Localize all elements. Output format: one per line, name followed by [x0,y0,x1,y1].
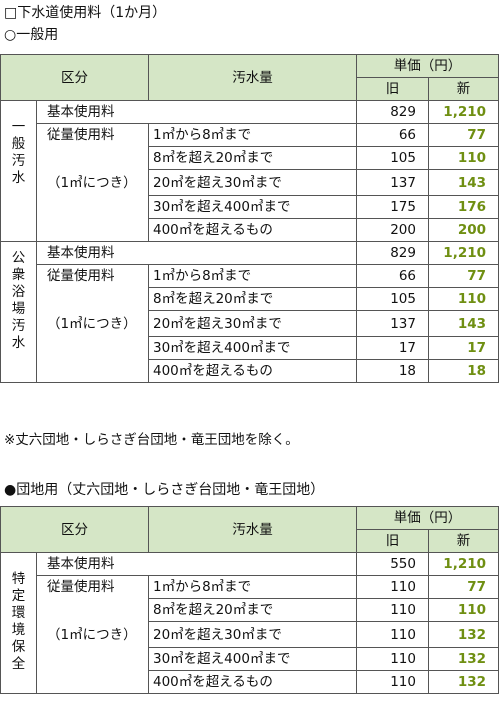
section2-heading: ●団地用（丈六団地・しらさぎ台団地・竜王団地） [4,482,325,498]
new-rate: 143 [428,169,499,196]
new-rate: 110 [428,287,499,311]
volume-range: 30㎥を超え400㎥まで [148,647,357,671]
metered-fee-label: 従量使用料 [36,264,149,288]
new-rate: 77 [428,123,499,147]
old-rate: 110 [356,670,429,694]
new-rate: 132 [428,670,499,694]
header-new: 新 [428,77,499,101]
new-rate: 132 [428,621,499,648]
new-rate: 110 [428,598,499,622]
new-rate: 176 [428,195,499,219]
old-rate: 137 [356,310,429,337]
volume-range: 20㎥を超え30㎥まで [148,169,357,196]
volume-range: 400㎥を超えるもの [148,670,357,694]
per-cubic-meter-label: （1㎥につき） [36,621,149,648]
volume-range: 20㎥を超え30㎥まで [148,621,357,648]
page-title: □下水道使用料（1か月） [4,5,167,21]
old-rate: 105 [356,287,429,311]
volume-range: 8㎥を超え20㎥まで [148,287,357,311]
new-rate: 200 [428,218,499,242]
new-rate: 18 [428,359,499,383]
old-rate: 175 [356,195,429,219]
volume-range: 1㎥から8㎥まで [148,575,357,599]
new-rate: 143 [428,310,499,337]
volume-range: 8㎥を超え20㎥まで [148,598,357,622]
basic-fee-label: 基本使用料 [36,241,357,265]
new-rate: 77 [428,575,499,599]
header-tanka: 単価（円） [356,54,499,78]
header-kubun: 区分 [0,54,149,101]
header-tanka: 単価（円） [356,506,499,530]
volume-range: 8㎥を超え20㎥まで [148,146,357,170]
per-cubic-meter-label: （1㎥につき） [36,169,149,196]
new-rate: 77 [428,264,499,288]
basic-fee-old: 829 [356,100,429,124]
basic-fee-label: 基本使用料 [36,552,357,576]
header-new: 新 [428,529,499,553]
old-rate: 110 [356,598,429,622]
basic-fee-old: 829 [356,241,429,265]
old-rate: 105 [356,146,429,170]
header-old: 旧 [356,529,429,553]
volume-range: 30㎥を超え400㎥まで [148,336,357,360]
housing-complex-rate-table: 区分 汚水量 単価（円） 旧 新 特定環境保全 基本使用料 550 1,210 … [0,506,499,694]
new-rate: 17 [428,336,499,360]
basic-fee-new: 1,210 [428,241,499,265]
volume-range: 1㎥から8㎥まで [148,264,357,288]
category-public-bath-sewage: 公衆浴場汚水 [0,241,37,383]
per-cubic-meter-label: （1㎥につき） [36,310,149,337]
old-rate: 18 [356,359,429,383]
header-osuiryo: 汚水量 [148,54,357,101]
old-rate: 66 [356,264,429,288]
old-rate: 66 [356,123,429,147]
volume-range: 20㎥を超え30㎥まで [148,310,357,337]
new-rate: 110 [428,146,499,170]
basic-fee-old: 550 [356,552,429,576]
volume-range: 400㎥を超えるもの [148,218,357,242]
category-general-sewage: 一般汚水 [0,100,37,242]
header-old: 旧 [356,77,429,101]
basic-fee-label: 基本使用料 [36,100,357,124]
basic-fee-new: 1,210 [428,100,499,124]
volume-range: 30㎥を超え400㎥まで [148,195,357,219]
metered-fee-label: 従量使用料 [36,123,149,147]
old-rate: 110 [356,621,429,648]
old-rate: 17 [356,336,429,360]
basic-fee-new: 1,210 [428,552,499,576]
volume-range: 400㎥を超えるもの [148,359,357,383]
old-rate: 110 [356,575,429,599]
old-rate: 200 [356,218,429,242]
general-rate-table: 区分 汚水量 単価（円） 旧 新 一般汚水 基本使用料 829 1,210 従量… [0,54,499,383]
exclusion-note: ※丈六団地・しらさぎ台団地・竜王団地を除く。 [4,432,299,448]
new-rate: 132 [428,647,499,671]
header-kubun: 区分 [0,506,149,553]
old-rate: 137 [356,169,429,196]
old-rate: 110 [356,647,429,671]
metered-fee-label: 従量使用料 [36,575,149,599]
section1-heading: ○一般用 [4,27,59,43]
header-osuiryo: 汚水量 [148,506,357,553]
category-environmental-preservation: 特定環境保全 [0,552,37,694]
volume-range: 1㎥から8㎥まで [148,123,357,147]
